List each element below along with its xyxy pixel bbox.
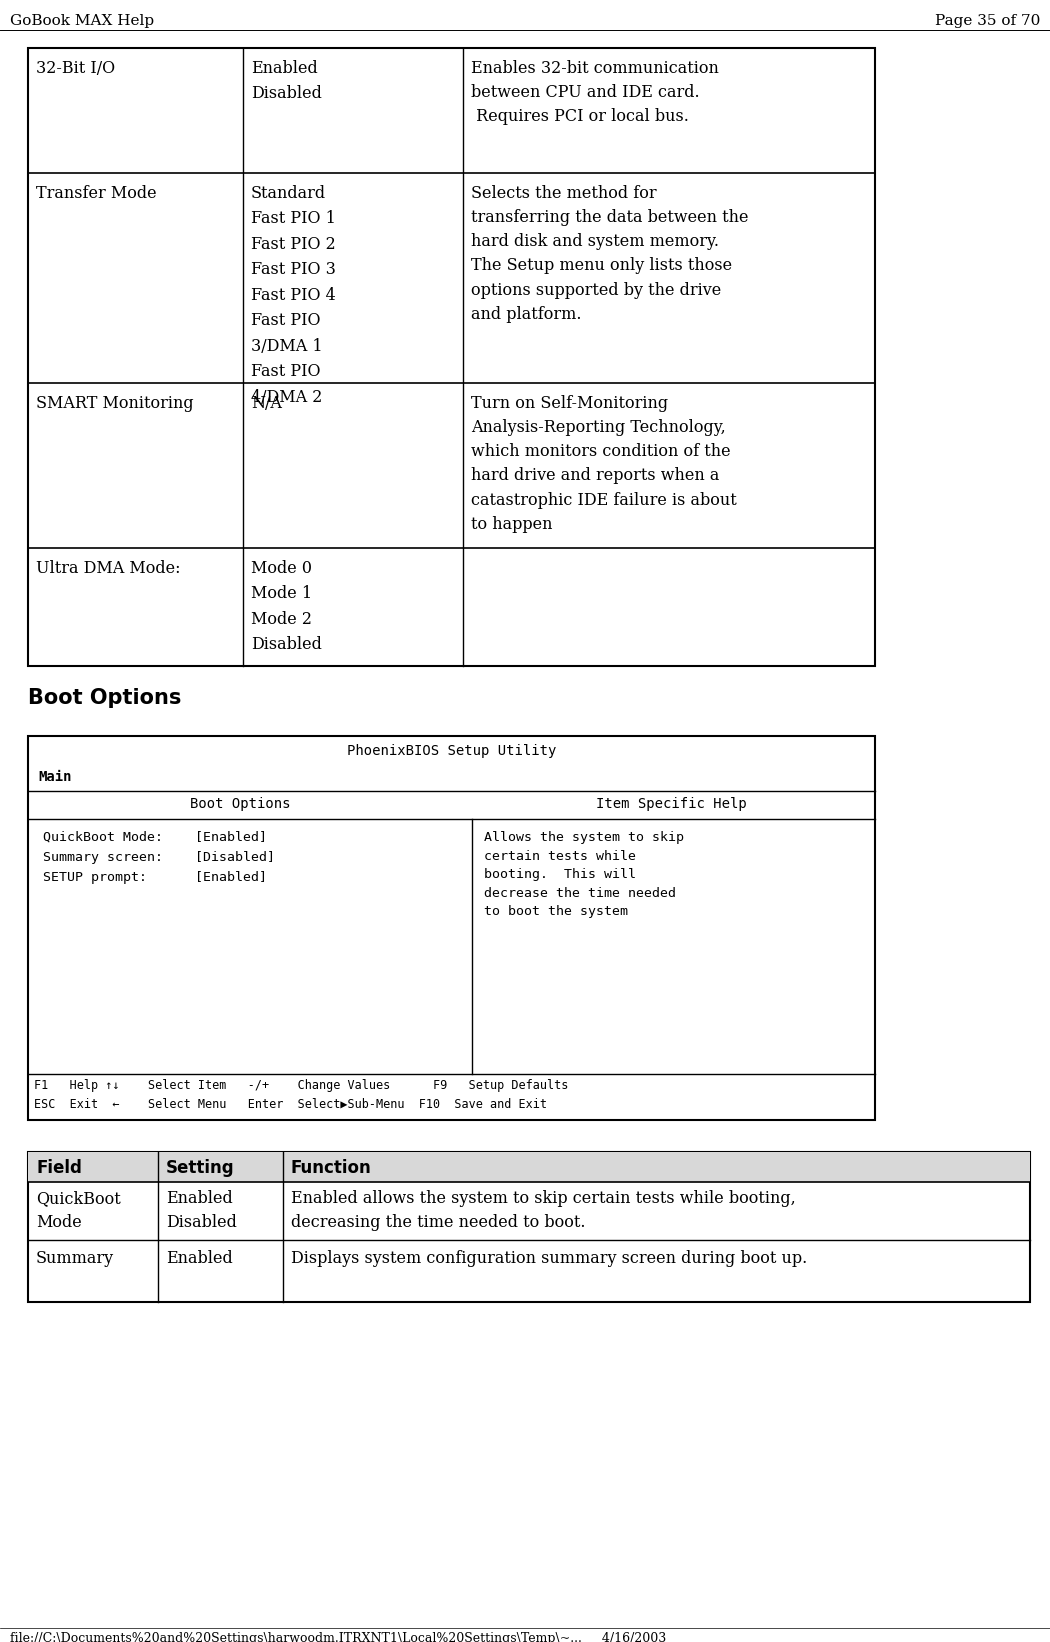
Text: N/A: N/A <box>251 396 281 412</box>
Text: Enabled: Enabled <box>166 1250 233 1268</box>
Text: 32-Bit I/O: 32-Bit I/O <box>36 61 116 77</box>
Text: Page 35 of 70: Page 35 of 70 <box>934 15 1040 28</box>
Text: F1   Help ↑↓    Select Item   -/+    Change Values      F9   Setup Defaults: F1 Help ↑↓ Select Item -/+ Change Values… <box>34 1079 568 1092</box>
Text: Summary screen:    [Disabled]: Summary screen: [Disabled] <box>43 851 275 864</box>
Text: Enabled
Disabled: Enabled Disabled <box>166 1190 237 1232</box>
Bar <box>28 736 875 1120</box>
Text: Item Specific Help: Item Specific Help <box>596 796 748 811</box>
Text: Summary: Summary <box>36 1250 114 1268</box>
Text: Function: Function <box>291 1159 372 1177</box>
Text: Boot Options: Boot Options <box>28 688 182 708</box>
Text: PhoenixBIOS Setup Utility: PhoenixBIOS Setup Utility <box>346 744 556 759</box>
Text: Selects the method for
transferring the data between the
hard disk and system me: Selects the method for transferring the … <box>471 186 749 323</box>
Bar <box>28 1153 1030 1182</box>
Text: Mode 0
Mode 1
Mode 2
Disabled: Mode 0 Mode 1 Mode 2 Disabled <box>251 560 322 654</box>
Text: Turn on Self-Monitoring
Analysis-Reporting Technology,
which monitors condition : Turn on Self-Monitoring Analysis-Reporti… <box>471 396 737 532</box>
Text: Ultra DMA Mode:: Ultra DMA Mode: <box>36 560 181 576</box>
Text: Field: Field <box>36 1159 82 1177</box>
Text: Allows the system to skip
certain tests while
booting.  This will
decrease the t: Allows the system to skip certain tests … <box>484 831 684 918</box>
Text: QuickBoot Mode:    [Enabled]: QuickBoot Mode: [Enabled] <box>43 831 267 844</box>
Text: ESC  Exit  ←    Select Menu   Enter  Select▶Sub-Menu  F10  Save and Exit: ESC Exit ← Select Menu Enter Select▶Sub-… <box>34 1098 547 1112</box>
Bar <box>28 48 875 667</box>
Text: Enables 32-bit communication
between CPU and IDE card.
 Requires PCI or local bu: Enables 32-bit communication between CPU… <box>471 61 719 125</box>
Text: Displays system configuration summary screen during boot up.: Displays system configuration summary sc… <box>291 1250 807 1268</box>
Text: SETUP prompt:      [Enabled]: SETUP prompt: [Enabled] <box>43 870 267 883</box>
Text: Setting: Setting <box>166 1159 234 1177</box>
Text: QuickBoot
Mode: QuickBoot Mode <box>36 1190 121 1232</box>
Text: Enabled
Disabled: Enabled Disabled <box>251 61 322 102</box>
Text: Enabled allows the system to skip certain tests while booting,
decreasing the ti: Enabled allows the system to skip certai… <box>291 1190 796 1232</box>
Text: Boot Options: Boot Options <box>189 796 290 811</box>
Text: file://C:\Documents%20and%20Settings\harwoodm.ITRXNT1\Local%20Settings\Temp\~...: file://C:\Documents%20and%20Settings\har… <box>10 1632 667 1642</box>
Text: GoBook MAX Help: GoBook MAX Help <box>10 15 154 28</box>
Text: Main: Main <box>38 770 71 783</box>
Text: SMART Monitoring: SMART Monitoring <box>36 396 193 412</box>
Bar <box>28 1153 1030 1302</box>
Text: Transfer Mode: Transfer Mode <box>36 186 156 202</box>
Text: Standard
Fast PIO 1
Fast PIO 2
Fast PIO 3
Fast PIO 4
Fast PIO
3/DMA 1
Fast PIO
4: Standard Fast PIO 1 Fast PIO 2 Fast PIO … <box>251 186 336 406</box>
